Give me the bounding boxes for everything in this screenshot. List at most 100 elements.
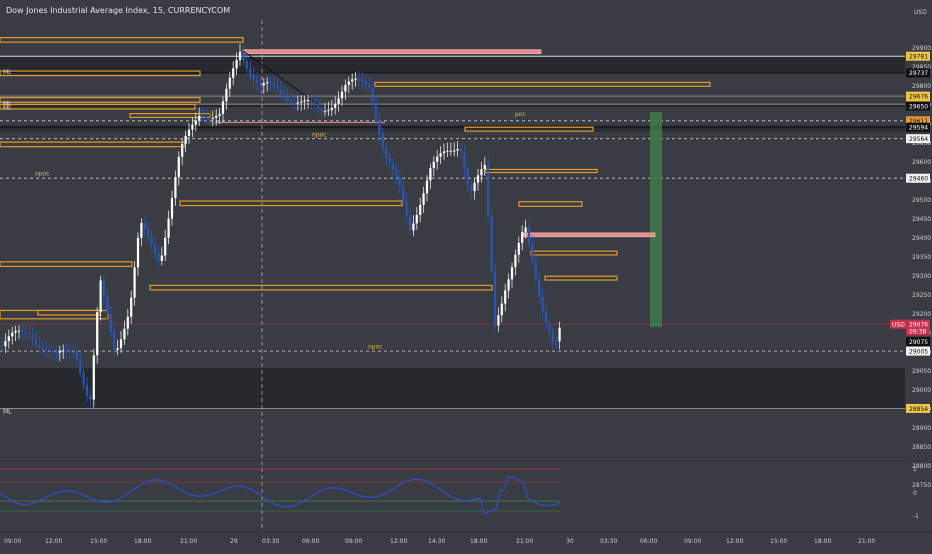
level-box bbox=[179, 200, 403, 207]
price-tick-label: 28750 bbox=[912, 482, 931, 489]
candle-body bbox=[201, 115, 204, 118]
candle-body bbox=[204, 117, 208, 119]
candle-body bbox=[317, 104, 320, 109]
rsi-tick-label: 1 bbox=[913, 466, 917, 473]
price-tick-label: 29800 bbox=[912, 83, 931, 90]
candle-body bbox=[286, 97, 289, 101]
candle-body bbox=[279, 89, 282, 94]
candle-body bbox=[368, 85, 371, 88]
level-box bbox=[129, 112, 211, 118]
candle-body bbox=[140, 222, 143, 238]
price-tag-label: 29650 bbox=[909, 103, 928, 110]
candle-body bbox=[109, 314, 112, 333]
candle-body bbox=[476, 175, 480, 183]
candle-body bbox=[378, 118, 381, 135]
price-tag-bg bbox=[906, 134, 930, 144]
candle-body bbox=[303, 100, 306, 102]
candle-body bbox=[500, 303, 503, 316]
candle-body bbox=[449, 150, 452, 152]
candle-body bbox=[531, 243, 534, 262]
candle-body bbox=[123, 328, 126, 340]
price-tag-label: 28854 bbox=[909, 406, 928, 413]
candle-body bbox=[269, 82, 272, 84]
candle-body bbox=[405, 200, 408, 216]
candle-body bbox=[296, 102, 299, 104]
price-tick-label: 29850 bbox=[912, 64, 931, 71]
candle-body bbox=[51, 350, 55, 353]
candle-body bbox=[96, 312, 99, 356]
candle-body bbox=[425, 180, 429, 194]
price-tick-label: 29000 bbox=[912, 387, 931, 394]
level-box bbox=[518, 201, 583, 207]
price-tag-label: 29076 bbox=[909, 321, 928, 328]
rsi-line bbox=[0, 475, 561, 515]
time-tick-label: 12:00 bbox=[390, 538, 407, 545]
rsi-tick-label: -1 bbox=[913, 513, 919, 520]
candle-body bbox=[255, 79, 259, 83]
resistance-box bbox=[242, 49, 542, 54]
candle-body bbox=[252, 74, 255, 80]
candle-body bbox=[130, 297, 133, 317]
price-tick-label: 29500 bbox=[912, 197, 931, 204]
candle-body bbox=[266, 82, 269, 84]
price-tag-label: 29564 bbox=[909, 136, 928, 143]
level-box bbox=[149, 284, 493, 291]
candle-body bbox=[480, 169, 483, 176]
candle-body bbox=[459, 148, 463, 153]
candle-body bbox=[453, 150, 456, 152]
poc-label: poc bbox=[515, 111, 526, 118]
candle-body bbox=[238, 51, 242, 60]
candle-body bbox=[68, 350, 72, 352]
candle-body bbox=[510, 267, 514, 280]
time-tick-label: 06:00 bbox=[640, 538, 657, 545]
candle-body bbox=[347, 81, 350, 85]
candle-body bbox=[191, 124, 194, 130]
price-tick-label: 29900 bbox=[912, 45, 931, 52]
candle-body bbox=[160, 255, 163, 261]
candle-body bbox=[351, 79, 354, 82]
price-tag-label: 29676 bbox=[909, 93, 928, 100]
price-tick-label: 29600 bbox=[912, 159, 931, 166]
candle-body bbox=[408, 215, 412, 231]
price-tag-bg bbox=[906, 326, 930, 336]
candle-body bbox=[374, 102, 378, 119]
candle-body bbox=[85, 384, 89, 396]
time-tick-label: 21:00 bbox=[180, 538, 197, 545]
price-tag-bg bbox=[906, 116, 930, 126]
candle-body bbox=[11, 332, 14, 337]
candle-body bbox=[402, 186, 405, 201]
time-tick-label: 18:00 bbox=[814, 538, 831, 545]
last-price-tag-label: USD bbox=[892, 321, 905, 328]
price-tick-label: 28850 bbox=[912, 444, 931, 451]
candle-body bbox=[391, 163, 395, 170]
candle-body bbox=[79, 359, 82, 373]
candle-body bbox=[436, 156, 439, 162]
level-box bbox=[0, 97, 201, 103]
range-band-top bbox=[0, 56, 905, 73]
candle-body bbox=[28, 333, 31, 335]
price-tag-bg bbox=[906, 68, 930, 78]
candle-body bbox=[517, 242, 520, 255]
price-tag-label: 29781 bbox=[909, 54, 928, 61]
candle-body bbox=[340, 91, 344, 99]
price-tick-label: 29200 bbox=[912, 311, 931, 318]
ml-label: ML bbox=[3, 409, 12, 416]
time-tick-label: 15:00 bbox=[90, 538, 107, 545]
price-tag-label: 29005 bbox=[909, 348, 928, 355]
candle-body bbox=[289, 100, 293, 103]
candle-body bbox=[167, 218, 170, 238]
level-box bbox=[530, 250, 618, 256]
candle-body bbox=[493, 270, 497, 326]
candle-body bbox=[538, 279, 541, 297]
candle-body bbox=[7, 336, 10, 342]
candle-body bbox=[187, 129, 191, 136]
candle-body bbox=[215, 115, 218, 118]
price-tag-bg bbox=[906, 173, 930, 183]
candle-body bbox=[181, 143, 184, 157]
candle-body bbox=[337, 98, 340, 104]
candle-body bbox=[521, 232, 524, 243]
candle-body bbox=[504, 290, 507, 304]
time-tick-label: 06:00 bbox=[302, 538, 319, 545]
